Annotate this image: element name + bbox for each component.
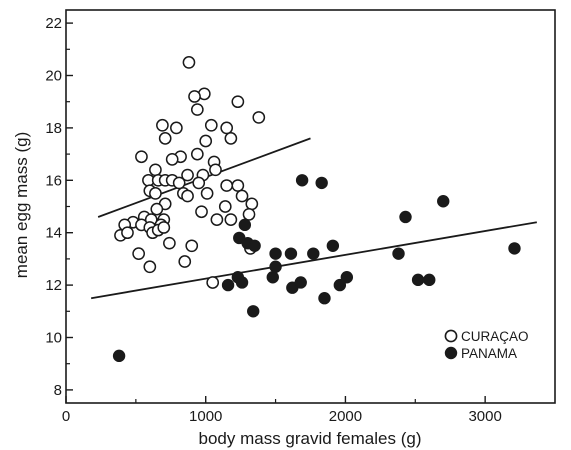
curacao-point [185,239,199,253]
y-tick-label: 12 [45,277,62,294]
curacao-point [170,121,183,135]
panama-point [112,349,126,363]
x-axis-title: body mass gravid females (g) [199,429,422,448]
curacao-point [165,152,179,166]
curacao-point [252,111,266,124]
curacao-point [149,163,162,177]
curacao-point [150,202,164,216]
curacao-point [182,56,196,69]
curacao-point [245,197,259,211]
panama-point [307,247,320,260]
curacao-point [210,213,224,226]
curacao-point [231,179,245,192]
legend: CURAÇAO PANAMA [444,329,529,361]
curacao-point [195,205,208,219]
curacao-point [231,95,245,109]
legend-label-curacao: CURAÇAO [461,329,529,344]
x-tick-label: 3000 [468,408,501,425]
curacao-point [199,134,213,148]
y-tick-label: 18 [45,120,62,137]
panama-point [238,218,252,232]
data-points [112,56,521,363]
plot-frame [65,9,556,404]
curacao-point [149,187,162,200]
panama-point [333,278,347,292]
curacao-point [181,189,194,203]
curacao-point [163,236,176,250]
regression-line [90,221,537,300]
x-tick-label: 0 [62,408,70,425]
curacao-point [192,176,206,190]
panama-point [235,276,249,289]
panama-point [295,174,309,187]
x-tick-label: 2000 [329,408,362,425]
curacao-point [235,189,249,203]
y-axis-title: mean egg mass (g) [12,132,31,278]
curacao-point [181,168,194,182]
curacao-point [206,276,220,289]
panama-point [399,210,412,224]
panama-point [315,176,328,190]
panama-point [340,271,354,284]
y-tick-label: 8 [54,382,62,399]
curacao-point [143,260,157,274]
panama-point [294,276,307,289]
curacao-point [190,147,204,161]
curacao-point [172,176,186,190]
curacao-point [204,118,218,132]
x-tick-label: 1000 [189,408,222,425]
curacao-point [220,179,234,192]
curacao-point [224,213,238,226]
y-tick-label: 20 [45,68,62,85]
y-tick-label: 16 [45,172,62,189]
curacao-point [121,226,134,240]
curacao-point [158,132,172,145]
curacao-point [132,247,146,261]
panama-point [266,271,279,284]
panama-point [423,273,436,287]
curacao-point [188,90,201,103]
panama-point [269,247,282,260]
y-tick-label: 10 [45,330,62,347]
curacao-point [209,163,222,177]
panama-point [318,292,331,305]
curacao-point [190,103,204,116]
panama-point [247,305,260,318]
curacao-point [242,208,256,221]
panama-point [326,239,340,252]
panama-point [392,247,405,260]
panama-point [508,242,521,255]
y-tick-label: 22 [45,15,62,32]
legend-marker-curacao [444,329,458,343]
panama-point [269,260,282,273]
panama-point [221,278,235,292]
curacao-point [200,187,214,200]
curacao-point [156,118,169,132]
panama-point [248,239,261,252]
legend-marker-panama [444,346,458,360]
curacao-point [178,255,192,268]
curacao-point [224,132,238,145]
curacao-point [218,200,232,213]
curacao-point [135,150,148,164]
legend-label-panama: PANAMA [461,346,517,361]
curacao-point [220,121,234,135]
curacao-point [157,221,171,234]
panama-point [411,273,425,287]
panama-point [437,195,450,208]
y-tick-label: 14 [45,225,62,242]
panama-point [284,247,298,260]
axis-ticks: 0 1000 2000 3000 8 10 12 14 16 18 20 22 [45,15,502,425]
